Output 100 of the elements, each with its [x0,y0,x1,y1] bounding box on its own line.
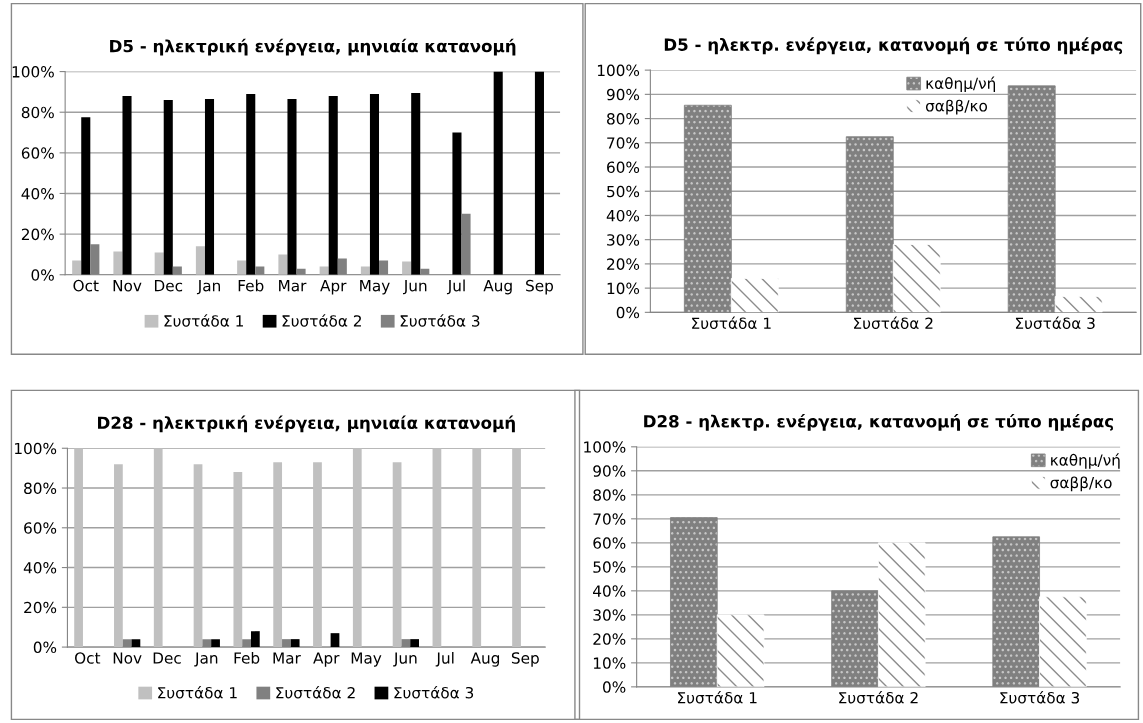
x-tick-label: Συστάδα 2 [839,691,918,704]
x-tick-label: Συστάδα 3 [1000,691,1080,704]
x-tick-label: Dec [154,280,183,292]
x-tick-label: Aug [483,280,512,295]
x-tick-label: Συστάδα 3 [1015,316,1095,330]
bar [195,246,205,275]
bar [1039,596,1087,687]
bar [410,639,419,648]
x-tick-label: Feb [234,651,260,664]
x-tick-label: Jul [446,279,465,295]
bar [237,260,247,275]
y-tick-label: 0% [33,641,57,654]
x-tick-label: Συστάδα 1 [678,691,757,704]
y-tick-label: 20% [593,633,626,645]
x-tick-label: Jun [402,280,427,295]
bar [153,448,163,648]
x-tick-label: Συστάδα 2 [854,316,933,330]
bar [432,448,442,648]
y-tick-label: 50% [607,185,640,198]
y-tick-label: 20% [21,228,54,241]
y-tick-label: 10% [607,282,640,295]
y-tick-label: 40% [21,187,54,200]
x-tick-label: Jan [194,652,218,667]
x-tick-label: Apr [320,280,347,295]
legend-label: σαββ/κο [1050,476,1112,492]
y-tick-label: 30% [607,234,640,246]
y-tick-label: 70% [593,513,626,525]
bar [72,260,82,275]
bar [452,132,462,275]
bar [845,136,894,313]
x-tick-label: Apr [313,652,340,667]
bar [193,464,203,648]
x-tick-label: Oct [74,652,101,664]
bar [233,472,243,648]
y-tick-label: 50% [593,561,626,573]
bar [730,278,779,313]
bar [328,95,338,275]
y-tick-label: 80% [607,113,640,125]
x-tick-label: May [360,280,390,295]
bar [352,448,362,648]
bar [1007,85,1056,313]
chart-title: D5 - ηλεκτρ. ενέργεια, κατανομή σε τύπο ημέρας [664,37,1123,55]
y-tick-label: 100% [584,441,626,453]
chart-title: D28 - ηλεκτρ. ενέργεια, κατανομή σε τύπο ημέρας [644,414,1114,431]
bar [250,631,260,648]
bar [81,117,91,275]
x-tick-label: Sep [526,279,554,295]
y-tick-label: 40% [606,209,640,222]
bar [683,104,732,313]
x-tick-label: Nov [113,652,142,664]
y-tick-label: 80% [24,482,57,495]
bar [114,464,123,648]
x-tick-label: Nov [113,280,142,292]
bar [211,639,220,648]
y-tick-label: 40% [593,585,626,597]
x-tick-label: Jul [435,651,454,667]
bar [273,462,283,648]
y-tick-label: 70% [607,137,640,149]
y-tick-label: 90% [606,88,640,101]
chart-title: D28 - ηλεκτρική ενέργεια, μηνιαία κατανομή [98,415,515,433]
x-tick-label: Mar [273,652,301,664]
legend-label: καθημ/νή [926,76,996,93]
bar [122,95,132,275]
bar [131,639,141,648]
bar [90,244,100,275]
y-tick-label: 60% [21,147,54,159]
y-tick-label: 0% [31,269,54,281]
x-tick-label: Jun [393,652,417,667]
x-tick-label: Συστάδα 1 [692,316,771,330]
bar [493,71,503,275]
chart-title: D5 - ηλεκτρική ενέργεια, μηνιαία κατανομή [110,38,516,56]
x-tick-label: Mar [279,280,307,292]
bar [716,614,765,687]
x-tick-label: Sep [511,652,539,667]
y-tick-label: 80% [21,106,54,119]
bar [337,258,347,275]
x-tick-label: Jan [196,280,220,295]
y-tick-label: 60% [607,161,640,174]
bar [290,639,300,648]
bar [402,261,412,275]
x-tick-label: May [351,652,382,667]
x-tick-label: Dec [153,652,181,664]
bar [154,252,164,275]
x-tick-label: Feb [238,279,264,292]
y-tick-label: 0% [603,681,626,693]
bar [369,93,380,275]
bar [534,71,544,275]
y-tick-label: 90% [593,465,626,477]
y-tick-label: 20% [24,601,57,614]
y-tick-label: 100% [597,64,640,77]
bar [411,92,421,275]
bar [877,542,926,687]
bar [330,633,340,648]
bar [74,448,83,648]
bar [204,99,215,275]
bar [287,99,297,275]
bar [163,100,173,275]
y-tick-label: 20% [607,258,640,270]
y-tick-label: 80% [593,489,626,501]
y-tick-label: 40% [23,562,57,574]
